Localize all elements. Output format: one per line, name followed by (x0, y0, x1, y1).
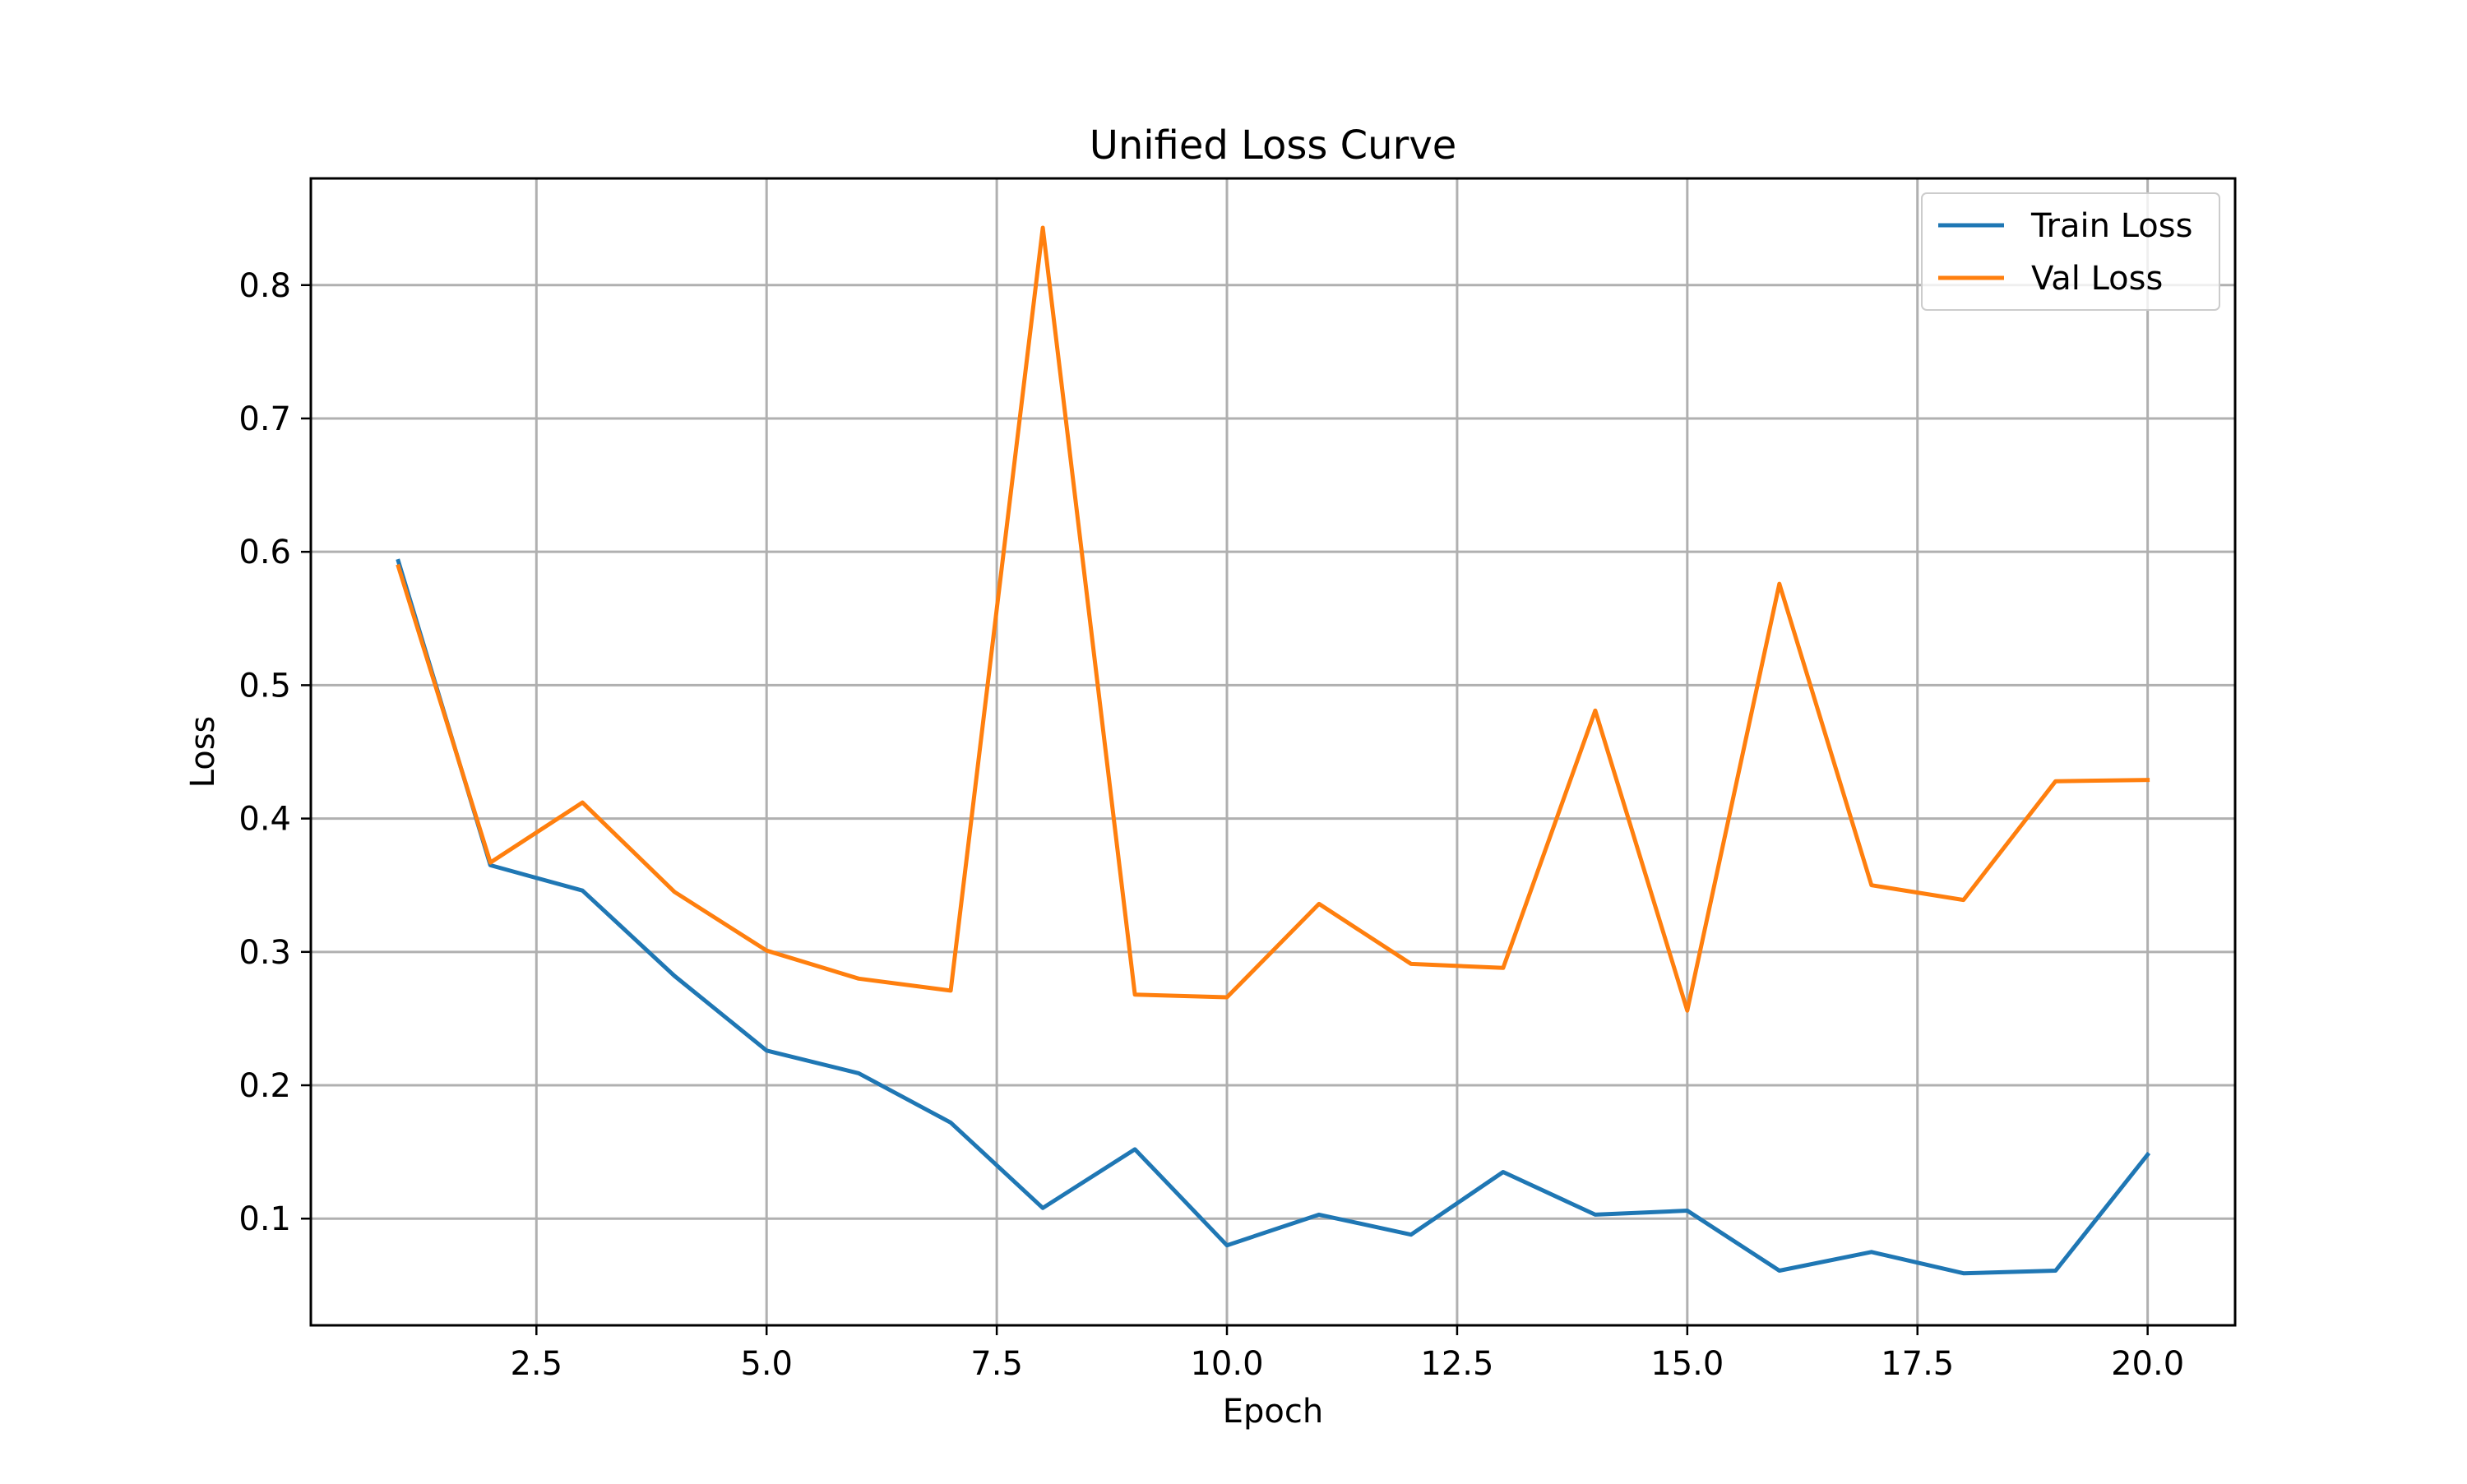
series-line-train-loss (396, 558, 2151, 1276)
series-line-val-loss (396, 225, 2150, 1013)
axis-ticks: 2.5 5.0 7.5 10.0 12.5 15.0 17.5 20.0 0.1 0.2 0.3 0.… (238, 267, 2184, 1383)
y-axis-label: Loss (184, 716, 222, 788)
y-tick-label: 0.8 (238, 267, 291, 305)
x-tick-label: 7.5 (970, 1345, 1023, 1383)
series-lines (396, 225, 2151, 1276)
x-axis-label: Epoch (1223, 1393, 1323, 1431)
x-tick-label: 2.5 (510, 1345, 562, 1383)
legend-label-val-loss: Val Loss (2031, 260, 2163, 298)
x-tick-label: 5.0 (740, 1345, 793, 1383)
y-tick-label: 0.7 (238, 400, 291, 438)
x-tick-label: 10.0 (1190, 1345, 1263, 1383)
legend-label-train-loss: Train Loss (2030, 207, 2192, 245)
x-tick-label: 15.0 (1650, 1345, 1724, 1383)
y-tick-label: 0.3 (238, 934, 291, 972)
y-tick-label: 0.4 (238, 801, 291, 839)
legend-box (1921, 192, 2220, 311)
plot-frame (309, 177, 2237, 1327)
y-tick-label: 0.1 (238, 1200, 291, 1238)
y-tick-label: 0.2 (238, 1067, 291, 1105)
y-tick-label: 0.5 (238, 667, 291, 705)
x-tick-label: 12.5 (1420, 1345, 1493, 1383)
y-tick-label: 0.6 (238, 534, 291, 571)
x-tick-label: 20.0 (2111, 1345, 2184, 1383)
x-tick-label: 17.5 (1881, 1345, 1954, 1383)
chart-title: Unified Loss Curve (1090, 123, 1457, 169)
legend: Train Loss Val Loss (1921, 192, 2220, 311)
